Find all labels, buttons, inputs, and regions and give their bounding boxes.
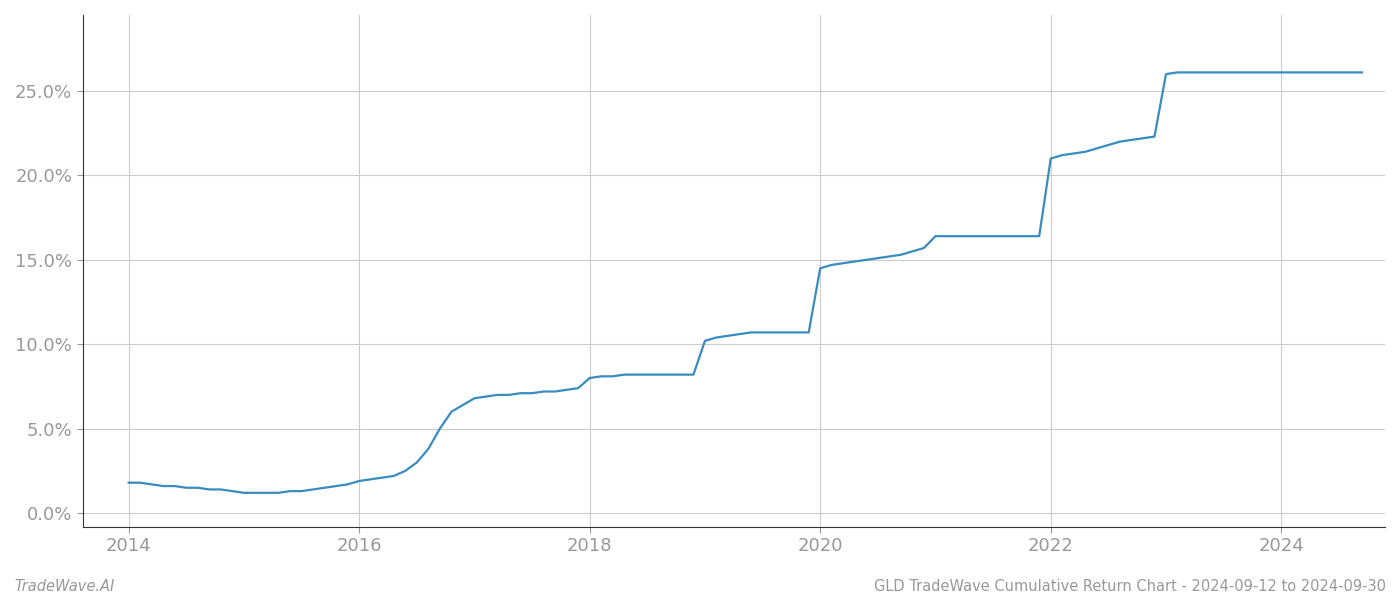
Text: GLD TradeWave Cumulative Return Chart - 2024-09-12 to 2024-09-30: GLD TradeWave Cumulative Return Chart - … bbox=[874, 579, 1386, 594]
Text: TradeWave.AI: TradeWave.AI bbox=[14, 579, 115, 594]
